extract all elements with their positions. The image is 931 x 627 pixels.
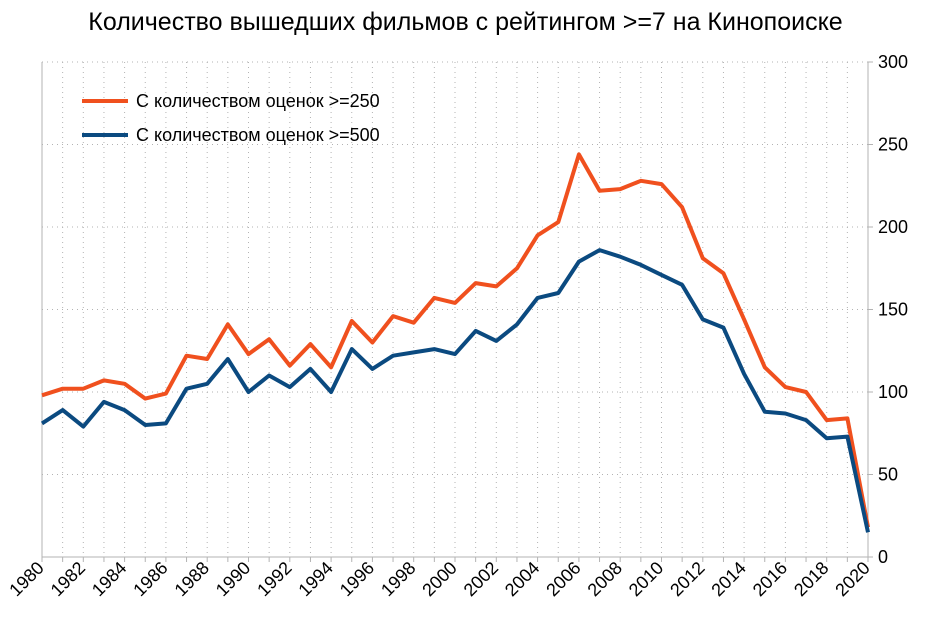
legend-label-1: С количеством оценок >=250 [136, 91, 380, 111]
y-tick-label: 200 [878, 217, 908, 237]
y-tick-label: 0 [878, 547, 888, 567]
x-tick-label: 2020 [831, 558, 873, 600]
x-tick-label: 1998 [377, 558, 419, 600]
y-tick-label: 250 [878, 135, 908, 155]
x-tick-label: 2008 [584, 558, 626, 600]
x-tick-label: 2006 [542, 558, 584, 600]
x-tick-label: 2010 [625, 558, 667, 600]
x-tick-label: 2000 [418, 558, 460, 600]
x-tick-label: 2004 [501, 558, 543, 600]
x-tick-label: 1982 [47, 558, 89, 600]
x-tick-label: 1984 [88, 558, 130, 600]
chart-title: Количество вышедших фильмов с рейтингом … [88, 8, 843, 36]
x-tick-label: 1988 [171, 558, 213, 600]
y-tick-label: 100 [878, 382, 908, 402]
x-tick-label: 2014 [707, 558, 749, 600]
x-tick-label: 2016 [749, 558, 791, 600]
x-tick-label: 1996 [336, 558, 378, 600]
x-tick-label: 1986 [129, 558, 171, 600]
series-line-2 [40, 248, 870, 533]
x-tick-label: 1994 [294, 558, 336, 600]
y-tick-label: 150 [878, 300, 908, 320]
x-tick-label: 1992 [253, 558, 295, 600]
y-tick-label: 50 [878, 465, 898, 485]
x-tick-label: 2002 [460, 558, 502, 600]
series-line-1 [41, 152, 870, 528]
x-tick-label: 2018 [790, 558, 832, 600]
x-tick-label: 1990 [212, 558, 254, 600]
legend-label-2: С количеством оценок >=500 [136, 125, 380, 145]
y-tick-label: 300 [878, 52, 908, 72]
x-tick-label: 2012 [666, 558, 708, 600]
x-tick-label: 1980 [5, 558, 47, 600]
